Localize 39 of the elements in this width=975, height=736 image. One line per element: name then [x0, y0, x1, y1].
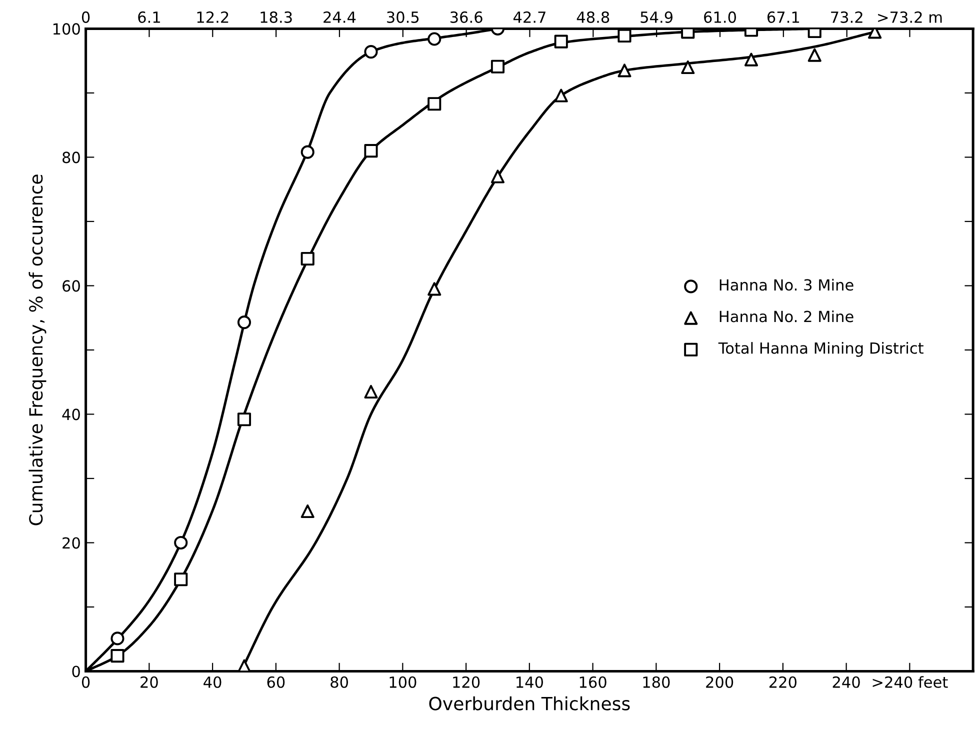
- x2-tick-label: 30.5: [387, 11, 419, 23]
- x2-tick-label: 67.1: [767, 11, 800, 23]
- y-tick-label: 40: [62, 408, 80, 420]
- x-tick-label: 200: [706, 676, 734, 688]
- y-tick-label: 20: [62, 537, 80, 549]
- x-tick-label: 120: [453, 676, 480, 688]
- y-tick-label: 100: [53, 23, 80, 35]
- x-tick-label: 20: [140, 676, 158, 688]
- x2-tick-label: 0: [82, 11, 90, 23]
- x-tick-label: 60: [267, 676, 285, 688]
- legend-label: Total Hanna Mining District: [718, 342, 924, 357]
- x-tick-label: 80: [330, 676, 348, 688]
- x2-tick-label: 61.0: [704, 11, 736, 23]
- x-tick-label: 0: [82, 676, 90, 688]
- x2-tick-label: 48.8: [576, 11, 610, 23]
- x2-tick-label: 18.3: [260, 11, 292, 23]
- y-tick-label: 0: [72, 666, 80, 678]
- legend-label: Hanna No. 3 Mine: [720, 278, 854, 291]
- x2-tick-label: 6.1: [138, 11, 160, 23]
- legend-label: Hanna No. 2 Mine: [720, 310, 854, 322]
- x-tick-label: 180: [643, 676, 670, 688]
- x-tick-label: 140: [516, 676, 543, 688]
- x2-tick-label: 24.4: [324, 11, 356, 23]
- x-tick-label: 220: [769, 676, 796, 688]
- x-tick-label: >240 feet: [872, 676, 948, 688]
- x2-tick-label: 42.7: [513, 11, 546, 23]
- y-tick-label: 60: [62, 280, 80, 292]
- x-tick-label: 160: [580, 676, 606, 688]
- x-tick-label: 40: [204, 676, 222, 688]
- x2-tick-label: 73.2: [831, 11, 862, 23]
- x2-tick-label: 12.2: [197, 11, 228, 23]
- x2-tick-label: 36.6: [450, 11, 482, 23]
- x-tick-label: 240: [832, 676, 860, 688]
- x-axis-title: Overburden Thickness: [429, 696, 630, 710]
- x2-tick-label: 54.9: [640, 11, 673, 23]
- y-axis-title: Cumulative Frequency, % of occurence: [28, 174, 46, 526]
- x-tick-label: 100: [390, 676, 416, 688]
- x2-tick-label: >73.2 m: [878, 11, 942, 23]
- y-tick-label: 80: [62, 152, 80, 164]
